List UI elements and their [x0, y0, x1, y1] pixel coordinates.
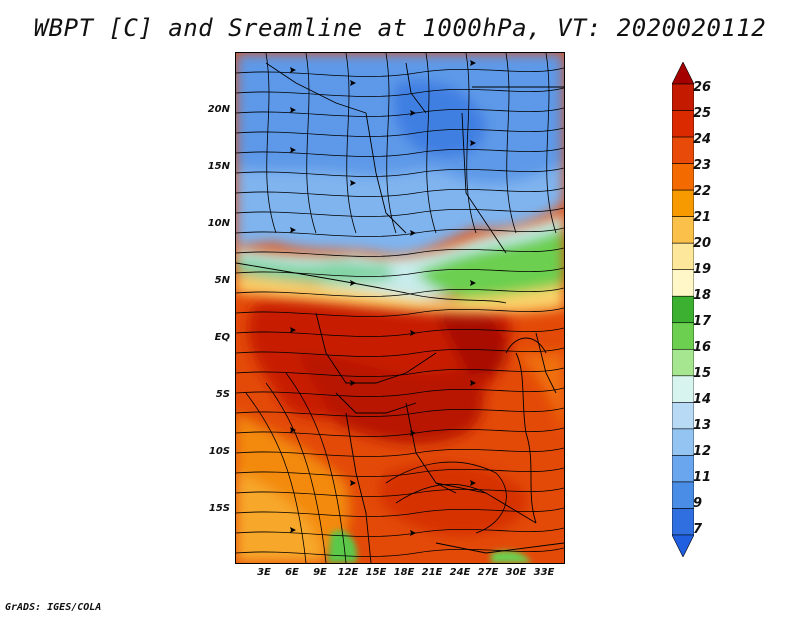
lon-label: 9E: [313, 567, 327, 578]
colorbar-cell: [672, 242, 694, 271]
colorbar-label: 25: [693, 106, 712, 121]
colorbar-label: 20: [693, 236, 712, 251]
colorbar-cell: [672, 481, 694, 509]
colorbar-cell: [672, 402, 694, 430]
colorbar-cell: [672, 110, 694, 138]
colorbar-cell: [672, 62, 694, 85]
lon-label: 24E: [449, 567, 471, 578]
colorbar-cell: [672, 295, 694, 324]
colorbar-cell: [672, 163, 694, 191]
lon-label: 30E: [505, 567, 527, 578]
colorbar-label: 24: [693, 132, 712, 147]
chart-title: WBPT [C] and Sreamline at 1000hPa, VT: 2…: [33, 14, 767, 42]
colorbar-label: 11: [693, 470, 712, 485]
lat-label: 20N: [207, 104, 230, 115]
colorbar-label: 7: [693, 522, 703, 537]
lon-label: 21E: [421, 567, 443, 578]
colorbar-label: 23: [693, 158, 712, 173]
colorbar-cell: [672, 83, 694, 111]
map-canvas: [236, 53, 564, 563]
lat-label: 10N: [207, 218, 230, 229]
colorbar-label: 15: [693, 366, 712, 381]
colorbar-label: 9: [693, 496, 703, 511]
colorbar-label: 12: [693, 444, 712, 459]
lat-label: 15S: [208, 503, 230, 514]
colorbar-cell: [672, 269, 694, 297]
lon-label: 12E: [337, 567, 359, 578]
streamlines: [236, 53, 564, 563]
lon-label: 33E: [533, 567, 555, 578]
map-panel: [235, 52, 565, 564]
colorbar-label: 14: [693, 392, 712, 407]
lon-label: 3E: [257, 567, 271, 578]
colorbar-cell: [672, 428, 694, 456]
colorbar-label: 18: [693, 288, 712, 303]
lat-label: 15N: [207, 161, 230, 172]
streamline-arrows: [290, 60, 476, 536]
colorbar-label: 22: [693, 184, 712, 199]
colorbar-cells: [672, 62, 694, 557]
lon-label: 15E: [365, 567, 387, 578]
lat-label: 5N: [214, 275, 230, 286]
lat-label: EQ: [214, 332, 230, 343]
lat-label: 10S: [208, 446, 230, 457]
colorbar-cell: [672, 216, 694, 244]
colorbar-cell: [672, 508, 694, 536]
colorbar-cell: [672, 322, 694, 350]
colorbar-label: 19: [693, 262, 712, 277]
green-coast: [328, 530, 531, 563]
colorbar-label: 13: [693, 418, 712, 433]
colorbar-label: 21: [693, 210, 712, 225]
cool-field: [236, 53, 564, 256]
colorbar-cell: [672, 189, 694, 217]
lon-label: 27E: [477, 567, 499, 578]
colorbar: [672, 62, 694, 557]
colorbar-label: 26: [693, 80, 712, 95]
lat-label: 5S: [215, 389, 230, 400]
colorbar-cell: [672, 348, 694, 377]
colorbar-label: 16: [693, 340, 712, 355]
colorbar-cell: [672, 455, 694, 483]
colorbar-cell: [672, 136, 694, 164]
lon-label: 18E: [393, 567, 415, 578]
credit-text: GrADS: IGES/COLA: [5, 602, 102, 613]
colorbar-cell: [672, 375, 694, 403]
lon-label: 6E: [285, 567, 299, 578]
colorbar-cell: [672, 534, 694, 557]
colorbar-label: 17: [693, 314, 712, 329]
